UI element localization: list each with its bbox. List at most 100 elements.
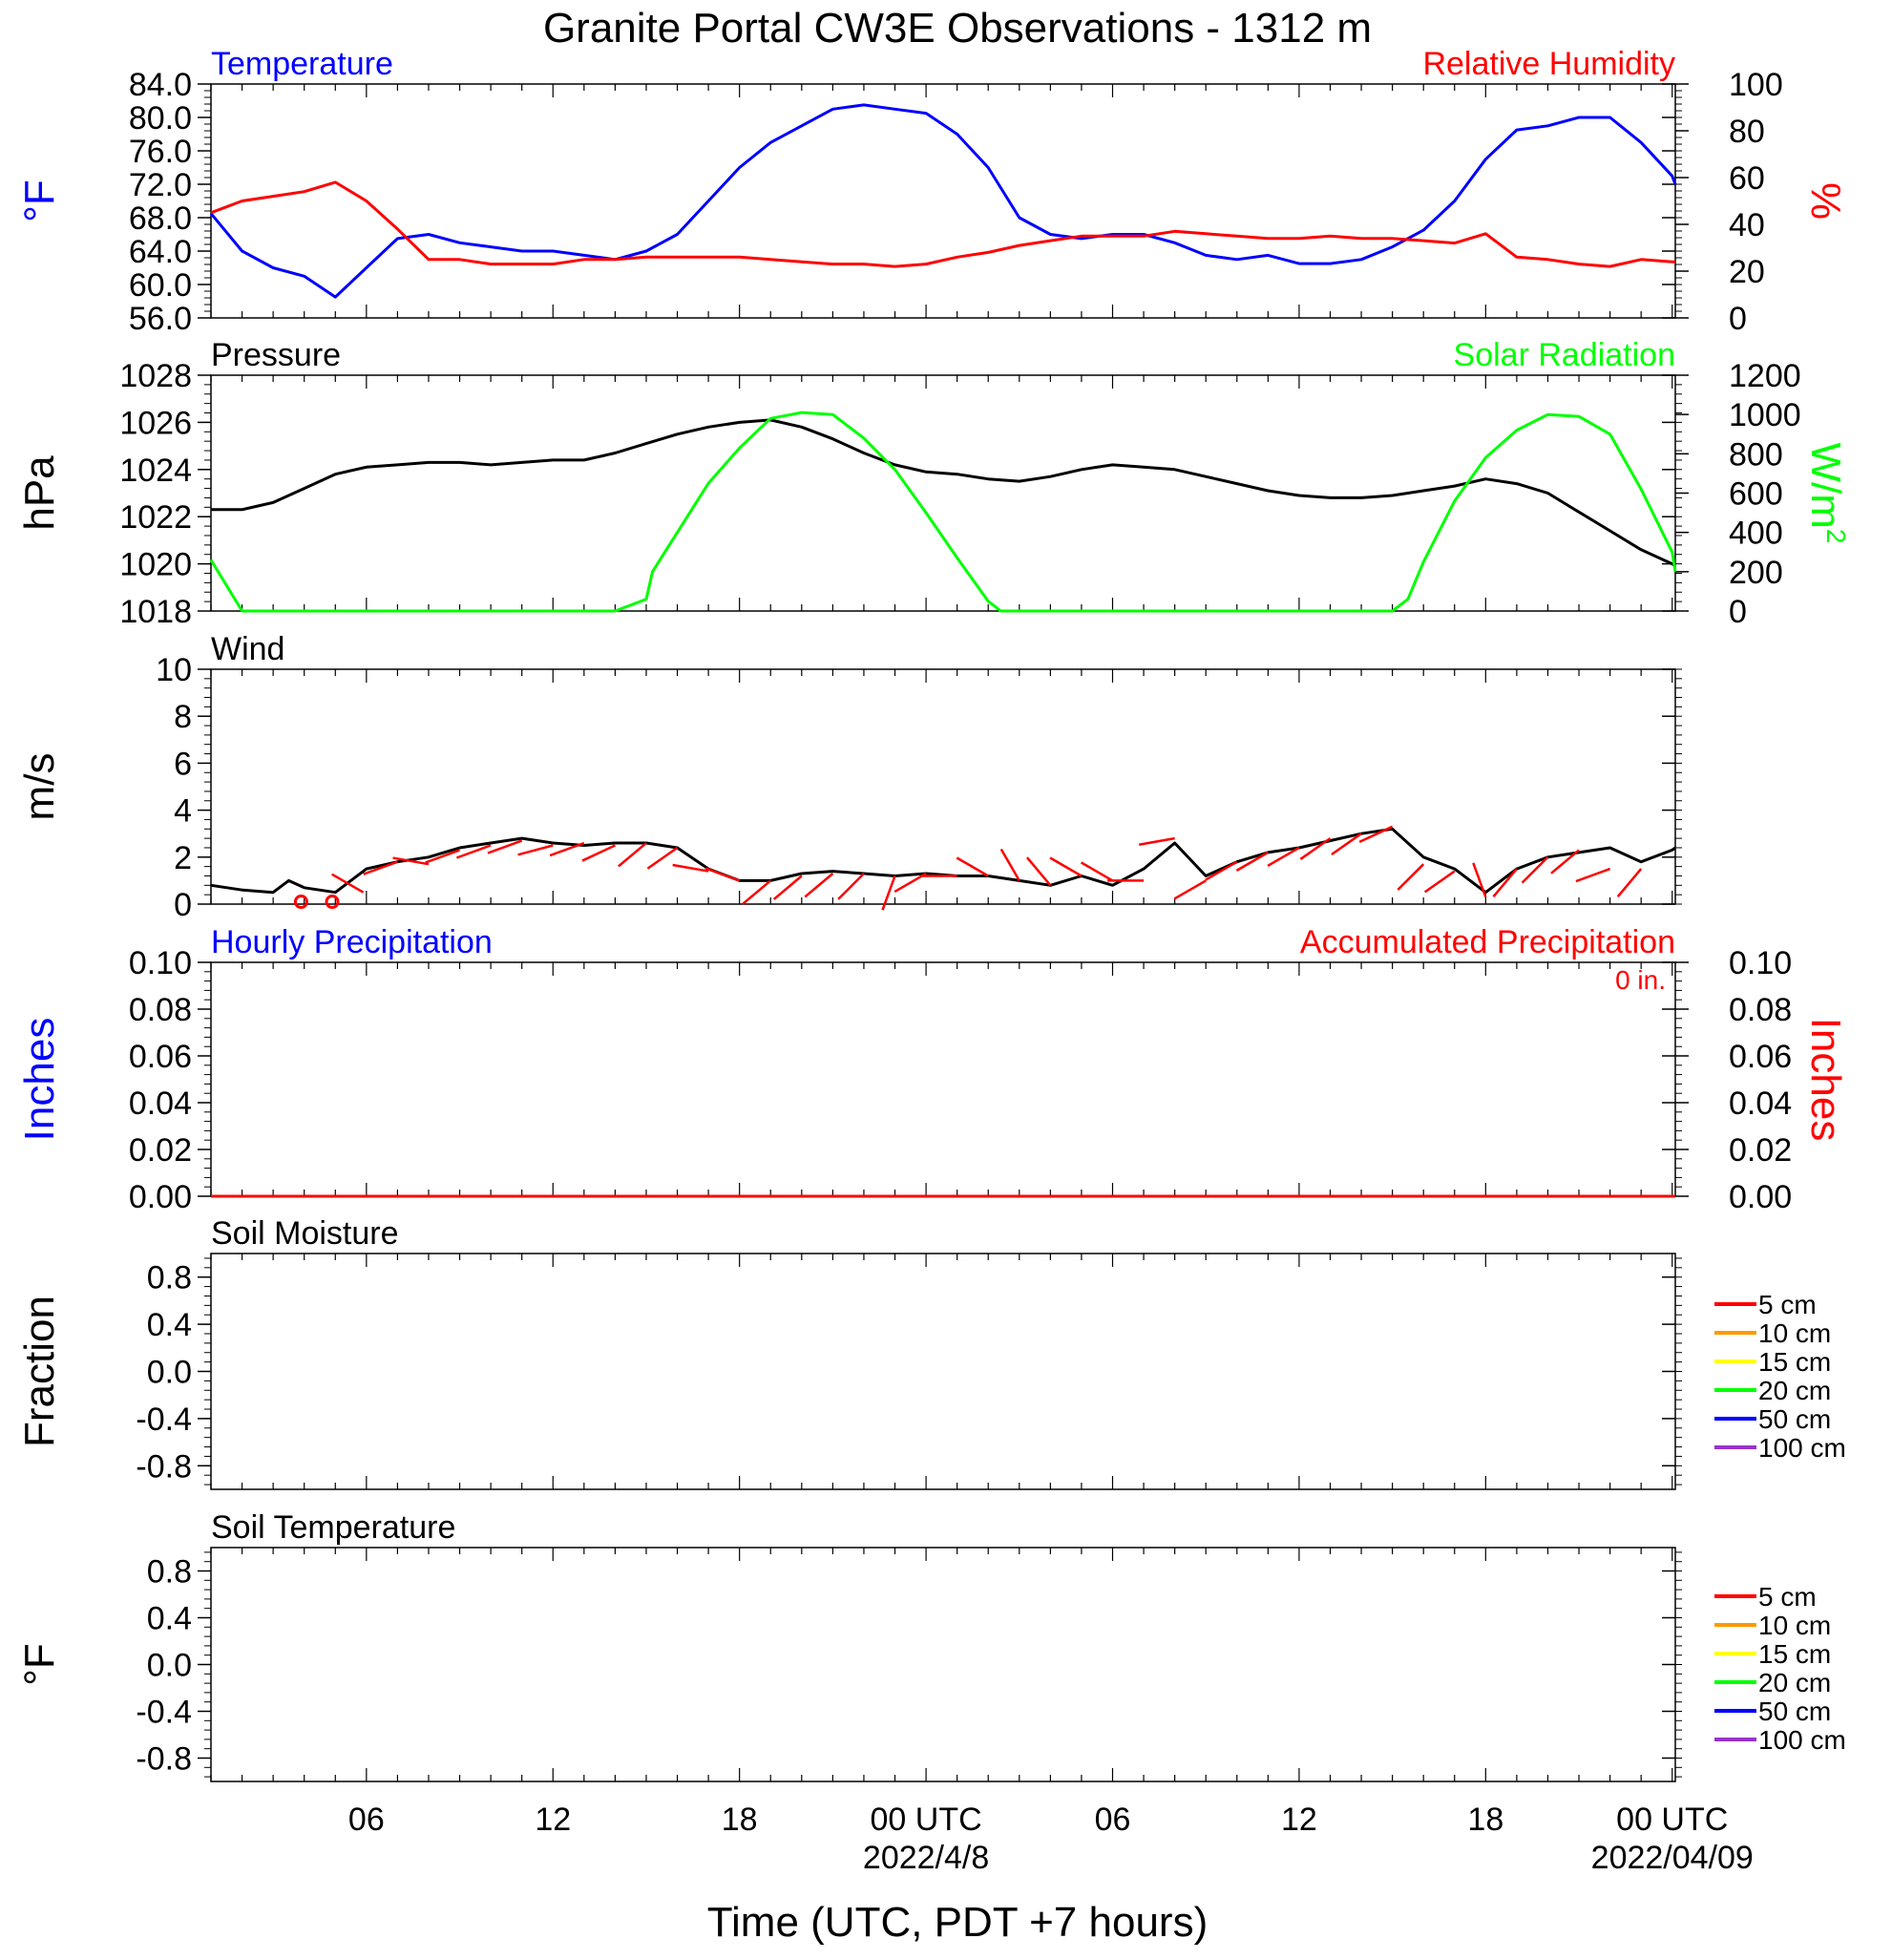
wind-barb bbox=[517, 844, 554, 856]
left-tick-label: 8 bbox=[174, 699, 192, 735]
legend-label: 50 cm bbox=[1758, 1697, 1831, 1726]
right-tick-label: 100 bbox=[1729, 67, 1783, 103]
wind-barb bbox=[425, 849, 460, 864]
wind-barb bbox=[1267, 846, 1300, 868]
legend-label: 15 cm bbox=[1758, 1639, 1831, 1669]
legend-label: 50 cm bbox=[1758, 1404, 1831, 1434]
panel-frame bbox=[210, 1253, 1676, 1490]
wind-barb bbox=[1138, 836, 1175, 846]
right-tick-label: 0.08 bbox=[1729, 992, 1792, 1028]
left-tick-label: 0.04 bbox=[129, 1085, 192, 1122]
x-tick-label: 12 bbox=[1281, 1802, 1317, 1838]
legend-label: 20 cm bbox=[1758, 1376, 1831, 1405]
right-tick-label: 0.02 bbox=[1729, 1132, 1792, 1169]
right-tick-label: 0.04 bbox=[1729, 1085, 1792, 1122]
wind-barb bbox=[1423, 870, 1456, 894]
panel-right-title: Accumulated Precipitation bbox=[1300, 924, 1675, 960]
wind-barb bbox=[455, 844, 492, 859]
wind-barb bbox=[837, 873, 865, 900]
left-tick-label: 0.8 bbox=[147, 1554, 192, 1591]
x-tick-label: 00 UTC bbox=[1616, 1802, 1728, 1838]
right-unit-label: % bbox=[1802, 182, 1849, 220]
right-tick-label: 1200 bbox=[1729, 358, 1801, 394]
x-tick-label: 06 bbox=[1095, 1802, 1131, 1838]
wind-barb bbox=[742, 879, 772, 905]
wind-barb bbox=[704, 867, 741, 882]
wind-barb bbox=[1575, 867, 1611, 883]
right-tick-label: 40 bbox=[1729, 207, 1765, 243]
panel-left-title: Temperature bbox=[211, 46, 393, 82]
left-tick-label: 64.0 bbox=[129, 234, 192, 270]
left-tick-label: 0.0 bbox=[147, 1355, 192, 1391]
left-tick-label: 0.4 bbox=[147, 1307, 192, 1343]
wind-barb bbox=[392, 856, 430, 866]
left-unit-label: Inches bbox=[16, 1018, 63, 1142]
right-unit-label: W/m2 bbox=[1802, 443, 1851, 544]
panel-frame bbox=[210, 1547, 1676, 1782]
left-tick-label: 2 bbox=[174, 840, 192, 876]
wind-barb bbox=[999, 848, 1020, 882]
x-tick-label: 18 bbox=[722, 1802, 758, 1838]
left-tick-label: 0.00 bbox=[129, 1179, 192, 1215]
left-tick-label: 1020 bbox=[119, 547, 192, 583]
panel-frame bbox=[210, 374, 1676, 612]
left-tick-label: 1022 bbox=[119, 499, 192, 536]
series-line-pressure bbox=[211, 418, 1676, 568]
panel-left-title: Hourly Precipitation bbox=[211, 924, 493, 960]
left-tick-label: 56.0 bbox=[129, 301, 192, 337]
x-date-label: 2022/4/8 bbox=[863, 1840, 989, 1876]
wind-barb bbox=[581, 844, 616, 862]
right-tick-label: 20 bbox=[1729, 254, 1765, 290]
left-tick-label: 1018 bbox=[119, 594, 192, 630]
left-tick-label: 0.0 bbox=[147, 1648, 192, 1684]
legend-label: 5 cm bbox=[1758, 1582, 1817, 1612]
panel-left-title: Soil Temperature bbox=[211, 1509, 455, 1546]
panel-right-title: Solar Radiation bbox=[1454, 337, 1675, 373]
panel-left-title: Wind bbox=[211, 631, 284, 667]
calm-wind-marker bbox=[325, 895, 340, 910]
right-tick-label: 60 bbox=[1729, 160, 1765, 197]
wind-barb bbox=[1472, 862, 1487, 898]
legend-label: 15 cm bbox=[1758, 1347, 1831, 1377]
left-unit-label: °F bbox=[16, 179, 63, 221]
left-tick-label: 0.8 bbox=[147, 1260, 192, 1296]
panel-right-title: Relative Humidity bbox=[1422, 46, 1675, 82]
left-tick-label: -0.4 bbox=[136, 1402, 192, 1438]
left-tick-label: 1028 bbox=[119, 358, 192, 394]
left-tick-label: 68.0 bbox=[129, 200, 192, 237]
left-tick-label: 10 bbox=[156, 652, 192, 688]
wind-barb bbox=[1173, 879, 1207, 900]
left-tick-label: 0.10 bbox=[129, 945, 192, 981]
wind-barb bbox=[1397, 863, 1425, 891]
left-tick-label: 60.0 bbox=[129, 267, 192, 304]
legend-label: 5 cm bbox=[1758, 1290, 1817, 1319]
legend-label: 10 cm bbox=[1758, 1318, 1831, 1348]
left-tick-label: 0 bbox=[174, 887, 192, 923]
wind-barb bbox=[331, 873, 365, 894]
wind-barb bbox=[1358, 825, 1394, 844]
right-tick-label: 400 bbox=[1729, 516, 1783, 552]
left-tick-label: 6 bbox=[174, 746, 192, 782]
right-unit-label: Inches bbox=[1802, 1018, 1849, 1142]
wind-barb bbox=[646, 846, 679, 870]
left-tick-label: 0.4 bbox=[147, 1601, 192, 1637]
legend-label: 100 cm bbox=[1758, 1433, 1846, 1463]
wind-barb bbox=[672, 863, 709, 873]
left-unit-label: °F bbox=[16, 1643, 63, 1685]
left-tick-label: 0.02 bbox=[129, 1132, 192, 1169]
wind-barb bbox=[772, 875, 803, 900]
legend-label: 20 cm bbox=[1758, 1668, 1831, 1697]
left-tick-label: 84.0 bbox=[129, 67, 192, 103]
left-tick-label: 72.0 bbox=[129, 167, 192, 203]
wind-barb bbox=[1521, 855, 1549, 884]
panel-4: -0.8 -0.4 0.0 0.4 0.8 Soil Moisture Fraction 5 … bbox=[16, 1215, 1846, 1490]
x-tick-label: 12 bbox=[535, 1802, 571, 1838]
wind-barb bbox=[893, 872, 927, 894]
panel-frame bbox=[210, 668, 1676, 905]
wind-barb bbox=[1331, 832, 1362, 856]
panel-0: 56.060.064.068.072.076.080.084.0 0 20 40 60 8… bbox=[16, 46, 1849, 337]
x-tick-label: 00 UTC bbox=[871, 1802, 982, 1838]
panel-3: 0.00 0.02 0.04 0.06 0.08 0.10 0.00 0.02 0.04 0.06… bbox=[16, 924, 1849, 1215]
wind-barb bbox=[1205, 860, 1238, 881]
